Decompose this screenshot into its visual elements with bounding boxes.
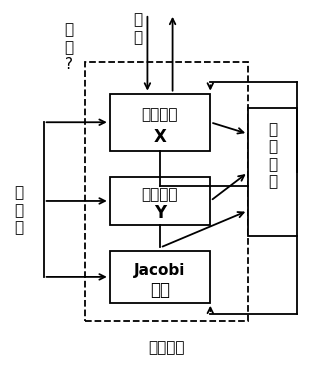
Text: 矩阵: 矩阵 [150, 281, 170, 299]
Text: 输
出: 输 出 [133, 12, 142, 45]
Text: Y: Y [154, 204, 166, 222]
Text: Jacobi: Jacobi [134, 263, 186, 277]
Bar [248, 108, 297, 236]
Text: 收
敛
?: 收 敛 ? [64, 22, 73, 72]
Text: X: X [154, 127, 166, 146]
Text: 采样序列: 采样序列 [142, 187, 178, 202]
Text: 存储单元: 存储单元 [148, 340, 185, 355]
Text: 参数向量: 参数向量 [142, 107, 178, 122]
Bar [110, 94, 210, 151]
Bar [110, 177, 210, 225]
Text: 初
始
值: 初 始 值 [14, 185, 23, 235]
Text: 迭
代
更
新: 迭 代 更 新 [268, 122, 277, 189]
Bar [110, 251, 210, 303]
Bar [84, 62, 248, 321]
